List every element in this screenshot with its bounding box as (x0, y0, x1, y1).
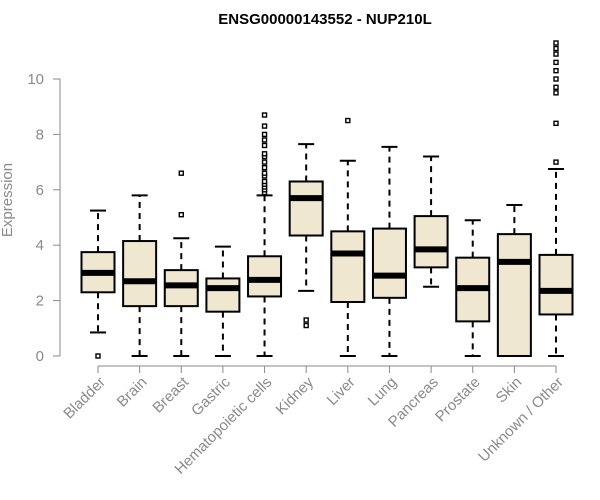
outlier-point (553, 59, 559, 66)
y-tick-label: 4 (36, 237, 44, 254)
box-breast (163, 170, 199, 357)
iqr-box (288, 180, 324, 237)
x-tick-label: Breast (149, 373, 192, 416)
box-unknown-other (538, 40, 574, 357)
iqr-box (330, 230, 366, 303)
box-hematopoietic-cells (247, 112, 283, 357)
y-axis-label: Expression (0, 163, 16, 237)
outlier-point (553, 40, 559, 46)
y-tick-label: 6 (36, 182, 44, 199)
box-prostate (455, 219, 491, 357)
iqr-box (247, 255, 283, 298)
iqr-box (371, 227, 407, 299)
outlier-point (261, 164, 268, 171)
outlier-point (553, 84, 559, 91)
x-tick-label: Bladder (60, 374, 109, 423)
outlier-point (178, 212, 184, 218)
outlier-point (261, 178, 268, 185)
outlier-point (261, 131, 268, 138)
outlier-point (303, 322, 309, 329)
outlier-point (553, 120, 559, 127)
box-liver (330, 117, 366, 357)
iqr-box (496, 233, 532, 357)
outlier-point (553, 45, 559, 52)
box-lung (371, 145, 407, 357)
outlier-point (261, 123, 268, 129)
outlier-point (553, 67, 559, 74)
outlier-point (553, 76, 559, 82)
box-kidney (288, 143, 324, 329)
y-axis: 0 2 4 6 8 10 (27, 71, 61, 365)
outlier-point (303, 317, 309, 323)
outlier-point (553, 51, 559, 57)
outlier-point (553, 90, 559, 96)
outlier-point (553, 159, 559, 165)
outlier-point (345, 117, 351, 124)
y-tick-label: 8 (36, 126, 44, 143)
box-bladder (80, 209, 116, 359)
outlier-point (261, 151, 268, 157)
boxes-group (80, 40, 574, 359)
box-pancreas (413, 155, 449, 288)
x-tick-label: Liver (324, 374, 359, 409)
x-tick-label: Brain (114, 374, 151, 411)
outlier-point (261, 170, 268, 176)
y-tick-label: 2 (36, 293, 44, 310)
box-brain (122, 194, 158, 357)
x-tick-label: Prostate (432, 374, 484, 426)
outlier-point (261, 137, 268, 143)
x-tick-label: Kidney (273, 373, 318, 418)
x-tick-label: Lung (365, 374, 401, 410)
iqr-box (538, 253, 574, 316)
iqr-box (205, 277, 241, 313)
x-tick-label: Skin (493, 374, 526, 407)
iqr-box (122, 240, 158, 308)
outlier-point (261, 159, 268, 165)
y-tick-label: 10 (27, 71, 44, 88)
chart-title: ENSG00000143552 - NUP210L (218, 11, 431, 28)
outlier-point (261, 142, 268, 149)
box-skin (496, 204, 532, 357)
iqr-box (413, 215, 449, 269)
box-gastric (205, 245, 241, 357)
outlier-point (95, 353, 101, 359)
outlier-point (261, 112, 268, 118)
y-tick-label: 0 (36, 348, 44, 365)
outlier-point (178, 170, 184, 176)
